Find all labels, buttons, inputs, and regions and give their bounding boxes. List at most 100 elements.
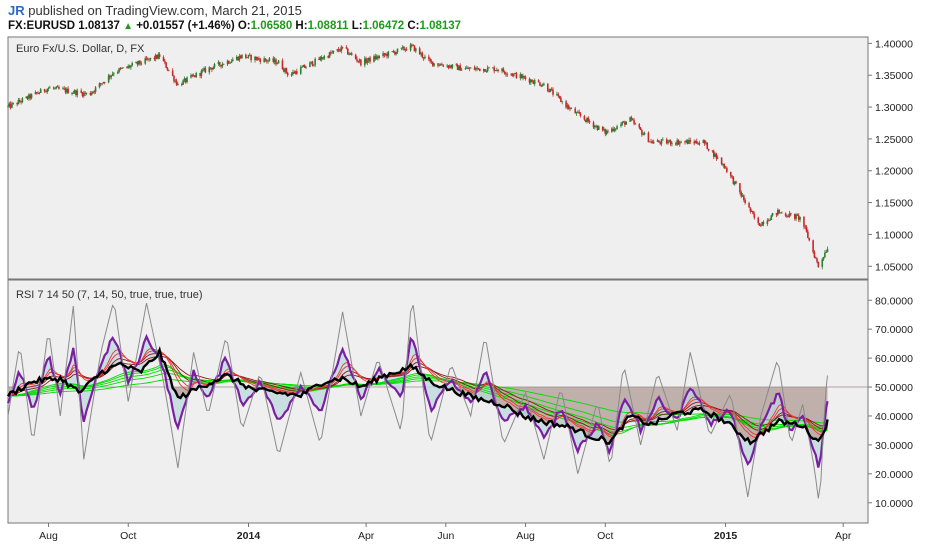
candle[interactable] (395, 51, 397, 56)
candle[interactable] (128, 64, 131, 69)
candle[interactable] (384, 52, 387, 57)
candle[interactable] (729, 171, 732, 179)
candle[interactable] (437, 62, 439, 68)
candle[interactable] (651, 139, 654, 144)
candle[interactable] (131, 61, 133, 67)
candle[interactable] (137, 60, 140, 66)
candle[interactable] (706, 142, 709, 150)
candle[interactable] (433, 63, 435, 68)
candle[interactable] (733, 181, 736, 186)
candle[interactable] (226, 59, 229, 67)
candle[interactable] (741, 193, 744, 197)
candle[interactable] (392, 49, 395, 53)
candle[interactable] (237, 56, 239, 61)
candle[interactable] (85, 92, 88, 96)
candle[interactable] (418, 46, 421, 55)
candle[interactable] (624, 120, 626, 128)
candle[interactable] (296, 68, 298, 76)
candle[interactable] (229, 62, 231, 64)
candle[interactable] (812, 239, 814, 254)
candle[interactable] (245, 53, 247, 59)
candle[interactable] (336, 48, 339, 53)
candle[interactable] (778, 208, 780, 215)
candle[interactable] (256, 56, 259, 61)
candle[interactable] (567, 104, 570, 110)
candle[interactable] (16, 102, 18, 107)
candle[interactable] (84, 90, 86, 97)
candle[interactable] (276, 62, 279, 65)
candle[interactable] (281, 58, 284, 70)
candle[interactable] (703, 139, 706, 146)
candle[interactable] (652, 139, 655, 145)
candle[interactable] (537, 79, 540, 83)
candle[interactable] (680, 140, 682, 144)
candle[interactable] (250, 54, 252, 63)
candle[interactable] (268, 56, 271, 62)
candle[interactable] (503, 70, 506, 75)
candle[interactable] (345, 45, 348, 50)
candle[interactable] (412, 44, 414, 47)
candle[interactable] (212, 66, 214, 70)
candle[interactable] (430, 59, 433, 64)
candle[interactable] (337, 46, 340, 53)
candle[interactable] (191, 73, 194, 78)
candle[interactable] (320, 55, 323, 62)
candle[interactable] (239, 54, 242, 59)
candle[interactable] (228, 60, 230, 65)
candle[interactable] (494, 69, 497, 72)
candle[interactable] (540, 84, 543, 88)
candle[interactable] (47, 86, 50, 92)
candle[interactable] (753, 211, 756, 220)
candle[interactable] (659, 141, 661, 146)
candle[interactable] (184, 77, 187, 84)
candle[interactable] (541, 83, 544, 87)
candle[interactable] (685, 139, 688, 144)
candle[interactable] (299, 65, 302, 75)
candle[interactable] (777, 208, 779, 217)
candle[interactable] (391, 51, 394, 53)
candle[interactable] (596, 125, 599, 131)
candle[interactable] (816, 257, 818, 264)
candle[interactable] (688, 137, 690, 145)
candle[interactable] (797, 213, 800, 222)
author-name[interactable]: JR (8, 3, 25, 18)
candle[interactable] (561, 100, 563, 105)
candle[interactable] (533, 78, 536, 87)
candle[interactable] (607, 129, 609, 134)
candle[interactable] (569, 106, 571, 112)
candle[interactable] (311, 60, 314, 67)
candle[interactable] (707, 148, 710, 152)
candle[interactable] (201, 68, 204, 73)
candle[interactable] (130, 64, 132, 70)
candle[interactable] (328, 51, 331, 59)
candle[interactable] (795, 213, 797, 222)
candle[interactable] (442, 64, 445, 68)
candle[interactable] (552, 87, 554, 97)
candle[interactable] (367, 57, 370, 63)
candle[interactable] (164, 59, 166, 65)
candle[interactable] (625, 121, 628, 125)
candle[interactable] (578, 109, 580, 114)
candle[interactable] (634, 122, 637, 125)
candle[interactable] (804, 224, 807, 230)
candle[interactable] (769, 218, 771, 221)
candle[interactable] (506, 72, 509, 78)
candle[interactable] (705, 140, 707, 145)
candle[interactable] (145, 56, 148, 61)
candle[interactable] (786, 214, 788, 218)
candle[interactable] (711, 150, 714, 153)
candle[interactable] (259, 57, 262, 65)
candle[interactable] (9, 101, 12, 110)
candle[interactable] (309, 61, 311, 68)
candle[interactable] (107, 73, 110, 84)
candle[interactable] (305, 65, 307, 70)
candle[interactable] (513, 73, 515, 78)
candle[interactable] (464, 66, 467, 70)
candle[interactable] (354, 53, 357, 60)
candle[interactable] (510, 73, 512, 77)
candle[interactable] (822, 256, 825, 262)
candle[interactable] (293, 70, 296, 74)
candle[interactable] (519, 72, 522, 81)
candle[interactable] (668, 139, 671, 143)
